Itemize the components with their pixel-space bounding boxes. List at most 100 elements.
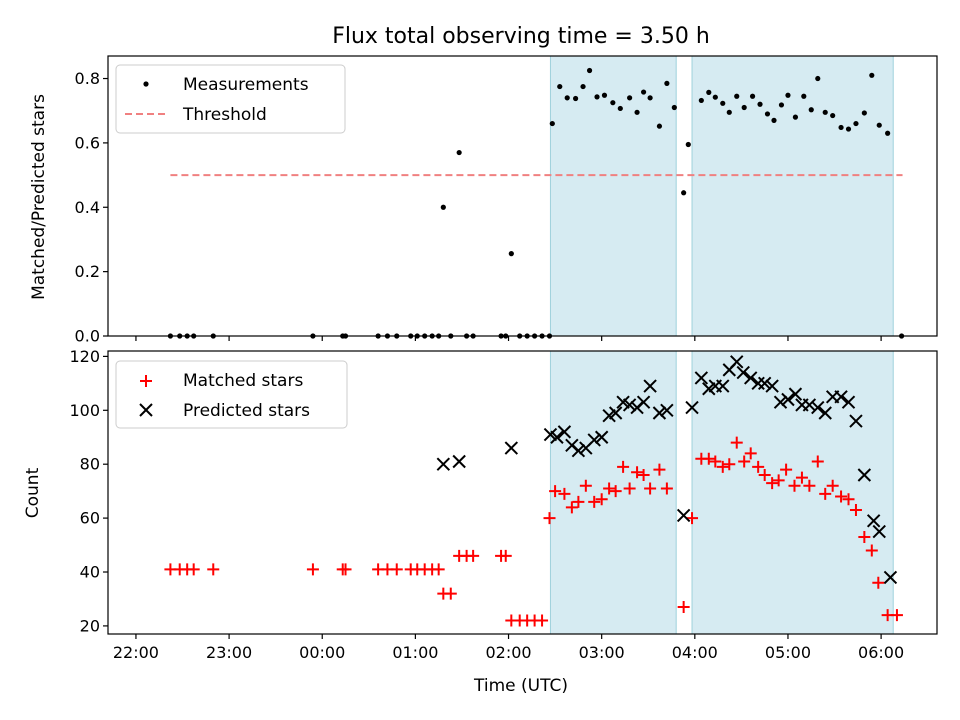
legend-predicted-marker <box>139 403 153 417</box>
predicted-star-point <box>765 379 779 393</box>
measurement-point <box>869 72 875 78</box>
bottom-y-tick-label: 20 <box>80 616 100 635</box>
matched-star-point <box>819 487 832 500</box>
matched-star-point <box>772 474 785 487</box>
measurement-point <box>671 104 677 111</box>
matched-star-point <box>644 482 657 495</box>
predicted-star-point <box>857 468 872 482</box>
matched-star-point <box>780 463 793 476</box>
matched-star-point <box>858 530 871 543</box>
matched-star-point <box>588 495 601 508</box>
predicted-star-point <box>849 414 863 428</box>
bottom-y-tick-label: 120 <box>69 347 100 366</box>
measurement-point <box>617 105 623 112</box>
predicted-star-point <box>652 406 667 420</box>
measurement-point <box>734 93 740 99</box>
matched-star-point <box>752 460 765 473</box>
matched-star-point <box>549 485 562 498</box>
top-shaded-interval <box>691 55 894 337</box>
predicted-star-point <box>660 403 674 418</box>
matched-star-point <box>558 487 571 500</box>
measurement-point <box>712 94 718 100</box>
matched-star-point <box>766 477 779 490</box>
bottom-y-axis-label: Count <box>23 467 43 518</box>
matched-star-point <box>744 447 757 460</box>
legend-matched-marker <box>140 375 152 387</box>
measurement-point <box>572 95 579 102</box>
x-tick-label: 04:00 <box>672 643 718 662</box>
measurement-point <box>601 92 608 98</box>
matched-star-point <box>826 479 839 492</box>
bottom-shaded-interval <box>549 350 677 635</box>
predicted-star-point <box>883 570 898 585</box>
top-y-tick-label: 0.8 <box>75 69 100 88</box>
data-marks <box>164 67 905 627</box>
matched-star-point <box>890 609 903 622</box>
measurement-point <box>586 67 593 74</box>
matched-star-point <box>677 601 690 614</box>
measurement-point <box>830 112 836 119</box>
x-axis-label: Time (UTC) <box>473 676 568 696</box>
matched-star-point <box>499 549 512 562</box>
matched-star-point <box>730 436 743 449</box>
measurement-point <box>706 89 712 95</box>
predicted-star-point <box>550 430 564 444</box>
matched-star-point <box>565 501 578 514</box>
top-y-tick-label: 0.2 <box>75 262 100 281</box>
matched-star-point <box>811 455 824 468</box>
predicted-star-point <box>744 371 758 385</box>
shaded-intervals <box>549 55 894 635</box>
matched-star-point <box>390 563 403 576</box>
measurement-point <box>815 75 821 82</box>
predicted-star-point <box>716 379 730 393</box>
matched-star-point <box>306 563 319 576</box>
measurement-point <box>549 120 555 127</box>
measurement-point <box>557 83 563 90</box>
measurement-point <box>634 109 640 115</box>
top-y-tick-label: 0.4 <box>75 198 100 217</box>
bottom-y-tick-label: 80 <box>80 455 100 474</box>
top-y-tick-label: 0.6 <box>75 133 100 152</box>
matched-star-point <box>609 485 622 498</box>
measurement-point <box>778 102 785 108</box>
predicted-star-point <box>841 395 856 409</box>
chart-title: Flux total observing time = 3.50 h <box>332 24 710 49</box>
top-legend-box <box>115 64 346 134</box>
predicted-star-point <box>781 392 795 407</box>
axes: 0.0 0.2 0.4 0.6 0.8 20 40 60 80 100 120 22:00 23:00 0… <box>69 55 938 662</box>
measurement-point <box>720 100 726 106</box>
x-tick-label: 22:00 <box>113 643 159 662</box>
matched-star-point <box>579 479 592 492</box>
x-tick-label: 03:00 <box>579 643 625 662</box>
measurement-point <box>757 101 763 107</box>
top-y-axis-label: Matched/Predicted stars <box>29 94 49 300</box>
matched-star-point <box>653 463 666 476</box>
predicted-star-point <box>587 433 601 447</box>
matched-star-point <box>835 490 848 503</box>
predicted-star-point <box>866 514 881 528</box>
bottom-axes-frame <box>107 350 938 635</box>
bottom-legend-box <box>115 360 348 429</box>
predicted-star-point <box>622 398 637 412</box>
measurement-point <box>594 94 600 100</box>
measurement-point <box>456 149 462 156</box>
predicted-star-point <box>834 390 848 404</box>
matched-star-point <box>339 563 352 576</box>
matched-star-point <box>637 468 650 481</box>
measurement-point <box>610 100 616 106</box>
bottom-legend: Matched stars Predicted stars <box>115 360 348 429</box>
measurement-point <box>845 126 852 132</box>
top-axes-frame <box>107 55 938 337</box>
matched-star-point <box>536 614 549 627</box>
measurement-point <box>885 130 891 136</box>
bottom-y-tick-label: 40 <box>80 563 100 582</box>
bottom-y-tick-label: 100 <box>69 401 100 420</box>
matched-star-point <box>686 512 699 525</box>
x-tick-label: 00:00 <box>299 643 345 662</box>
matched-star-point <box>543 512 556 525</box>
x-tick-label: 05:00 <box>765 643 811 662</box>
matched-star-point <box>788 479 801 492</box>
measurement-point <box>838 124 844 131</box>
predicted-star-point <box>557 425 572 439</box>
matched-star-point <box>631 466 644 479</box>
